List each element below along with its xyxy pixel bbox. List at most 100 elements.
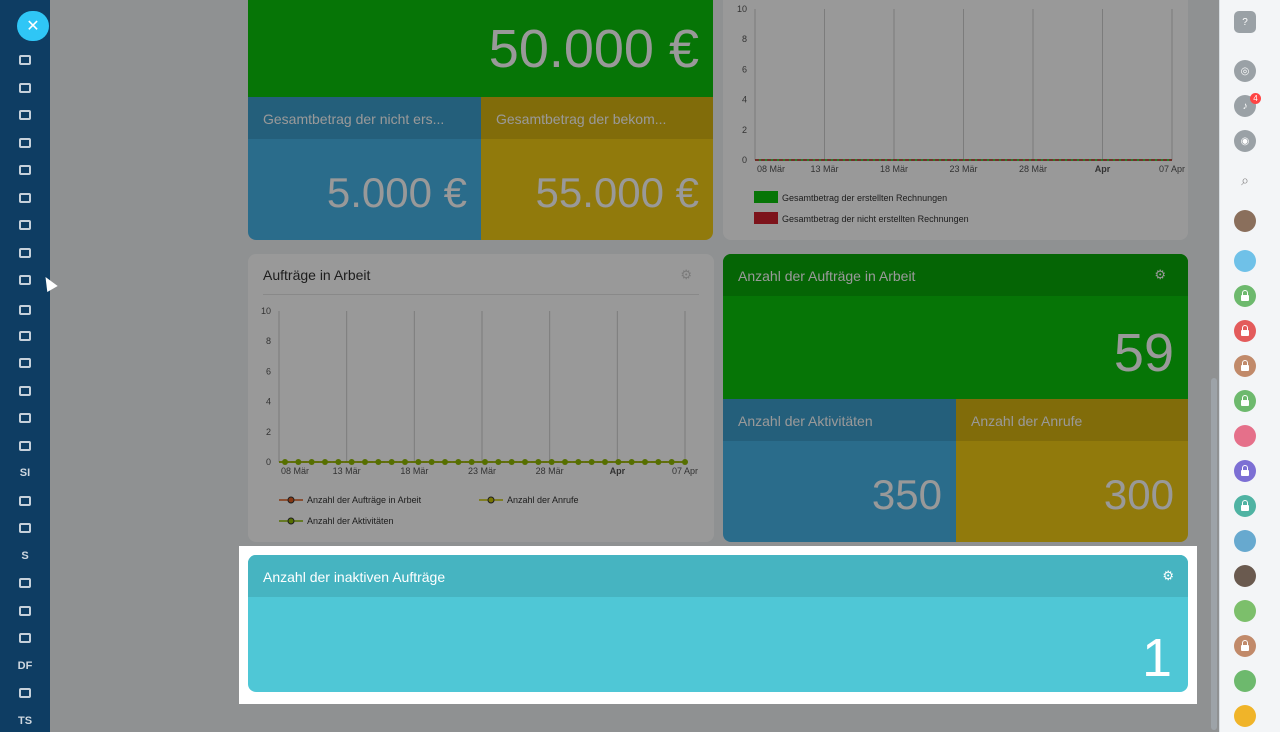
robot-icon[interactable] [15,521,35,535]
invoice-chart-card: 10 8 6 4 2 0 08 Mär 13 Mär 18 Mär 23 Mär 28 Mär Apr… [723,0,1188,240]
task-icon[interactable] [1234,600,1256,622]
code-icon[interactable] [15,631,35,645]
lock-icon[interactable] [1234,320,1256,342]
gear-icon[interactable]: ⚙ [1154,267,1166,282]
chat-icon[interactable] [15,136,35,150]
help-icon[interactable]: ? [1234,11,1256,33]
nav-item-s[interactable]: S [21,550,29,562]
orders-in-progress-chart-card: Aufträge in Arbeit ⚙ 10 8 6 4 2 0 08 Mär 13 Mär… [248,254,714,542]
legend-label: Anzahl der Aktivitäten [307,516,394,526]
x-tick-label: 08 Mär [757,164,785,174]
inactive-orders-title: Anzahl der inaktiven Aufträge [248,555,1188,597]
right-sidebar: ? ◎ ♪ 4 ◉ ⌕ [1211,0,1280,732]
not-created-label: Gesamtbetrag der nicht ers... [248,97,481,139]
target-icon[interactable] [15,384,35,398]
chat-avatar[interactable] [1234,250,1256,272]
x-tick-label: 23 Mär [468,466,496,476]
data-point [308,459,315,465]
calendar-icon[interactable] [15,163,35,177]
data-point [442,459,448,465]
lock-icon[interactable] [1234,495,1256,517]
data-point [468,459,475,465]
lock-icon[interactable] [1234,635,1256,657]
data-point [508,459,515,465]
close-icon[interactable]: ✕ [17,11,49,41]
x-tick-label: 18 Mär [880,164,908,174]
sign-icon[interactable] [15,411,35,425]
gear-icon[interactable]: ⚙ [1162,568,1174,583]
m-icon[interactable] [15,576,35,590]
data-point [428,459,435,465]
x-tick-label: 23 Mär [949,164,977,174]
data-point [495,459,502,465]
data-point [402,459,408,465]
y-tick-label: 2 [742,125,747,135]
total-value: 50.000 € [488,19,699,79]
data-point [482,459,488,465]
data-point [335,459,342,465]
y-tick-label: 2 [266,427,271,437]
x-tick-label: 07 Apr [1159,164,1185,174]
home-icon[interactable] [15,53,35,67]
activities-label: Anzahl der Aktivitäten [723,399,956,441]
activities-tile: Anzahl der Aktivitäten 350 [723,399,956,542]
feed-icon[interactable] [15,81,35,95]
sync-icon[interactable]: ◎ [1234,60,1256,82]
y-tick-label: 0 [266,457,271,467]
gear-icon[interactable]: ⚙ [680,267,692,282]
y-tick-label: 10 [261,306,271,316]
nav-item-si[interactable]: SI [19,467,31,479]
search-icon[interactable]: ⌕ [1241,171,1249,188]
title-divider [263,294,699,295]
data-point [682,459,688,465]
lock-icon[interactable] [1234,390,1256,412]
avatar[interactable] [1234,210,1256,232]
y-tick-label: 6 [266,366,271,376]
data-point [628,459,635,465]
filter-icon[interactable] [15,303,35,317]
checklist-icon[interactable] [15,191,35,205]
nav-item-df[interactable]: DF [17,660,33,672]
y-tick-label: 6 [742,64,747,74]
y-tick-label: 10 [737,4,747,14]
calendar-icon[interactable] [1234,670,1256,692]
scrollbar[interactable] [1211,378,1217,730]
bank-icon[interactable] [15,604,35,618]
lock-icon[interactable] [1234,285,1256,307]
data-point [295,459,302,465]
x-tick-label: 28 Mär [1019,164,1047,174]
received-value: 55.000 € [535,169,700,216]
data-point [602,459,608,465]
tasks-icon[interactable] [15,108,35,122]
nav-item-ts[interactable]: TS [17,715,33,727]
contact-card-icon[interactable] [1234,425,1256,447]
data-point [455,459,462,465]
id-card-icon[interactable] [15,439,35,453]
legend-swatch [754,191,778,203]
edit-list-icon[interactable] [15,686,35,700]
chat-bubble-icon[interactable]: ◉ [1234,130,1256,152]
crm-icon[interactable] [15,273,35,287]
lock-icon[interactable] [1234,460,1256,482]
inactive-orders-tile[interactable]: Anzahl der inaktiven Aufträge ⚙ 1 [248,555,1188,692]
group-icon[interactable] [1234,530,1256,552]
group-icon[interactable] [1234,705,1256,727]
orders-chart: 10 8 6 4 2 0 08 Mär 13 Mär 18 Mär 23 Mär 28 Mär Apr… [261,306,698,526]
avatar[interactable] [1234,565,1256,587]
legend-swatch [754,212,778,224]
data-point [282,459,288,465]
document-icon[interactable] [15,246,35,260]
list-icon[interactable] [15,494,35,508]
orders-value: 59 [1113,323,1174,383]
data-point [535,459,542,465]
data-point [588,459,595,465]
legend-marker [287,496,295,504]
lock-icon[interactable] [1234,355,1256,377]
contacts-icon[interactable] [15,218,35,232]
legend-label: Gesamtbetrag der erstellten Rechnungen [782,193,947,203]
analytics-icon[interactable] [15,329,35,343]
cart-icon[interactable] [15,356,35,370]
x-tick-label: 13 Mär [810,164,838,174]
data-point [522,459,528,465]
notification-count-badge: 4 [1250,93,1261,104]
